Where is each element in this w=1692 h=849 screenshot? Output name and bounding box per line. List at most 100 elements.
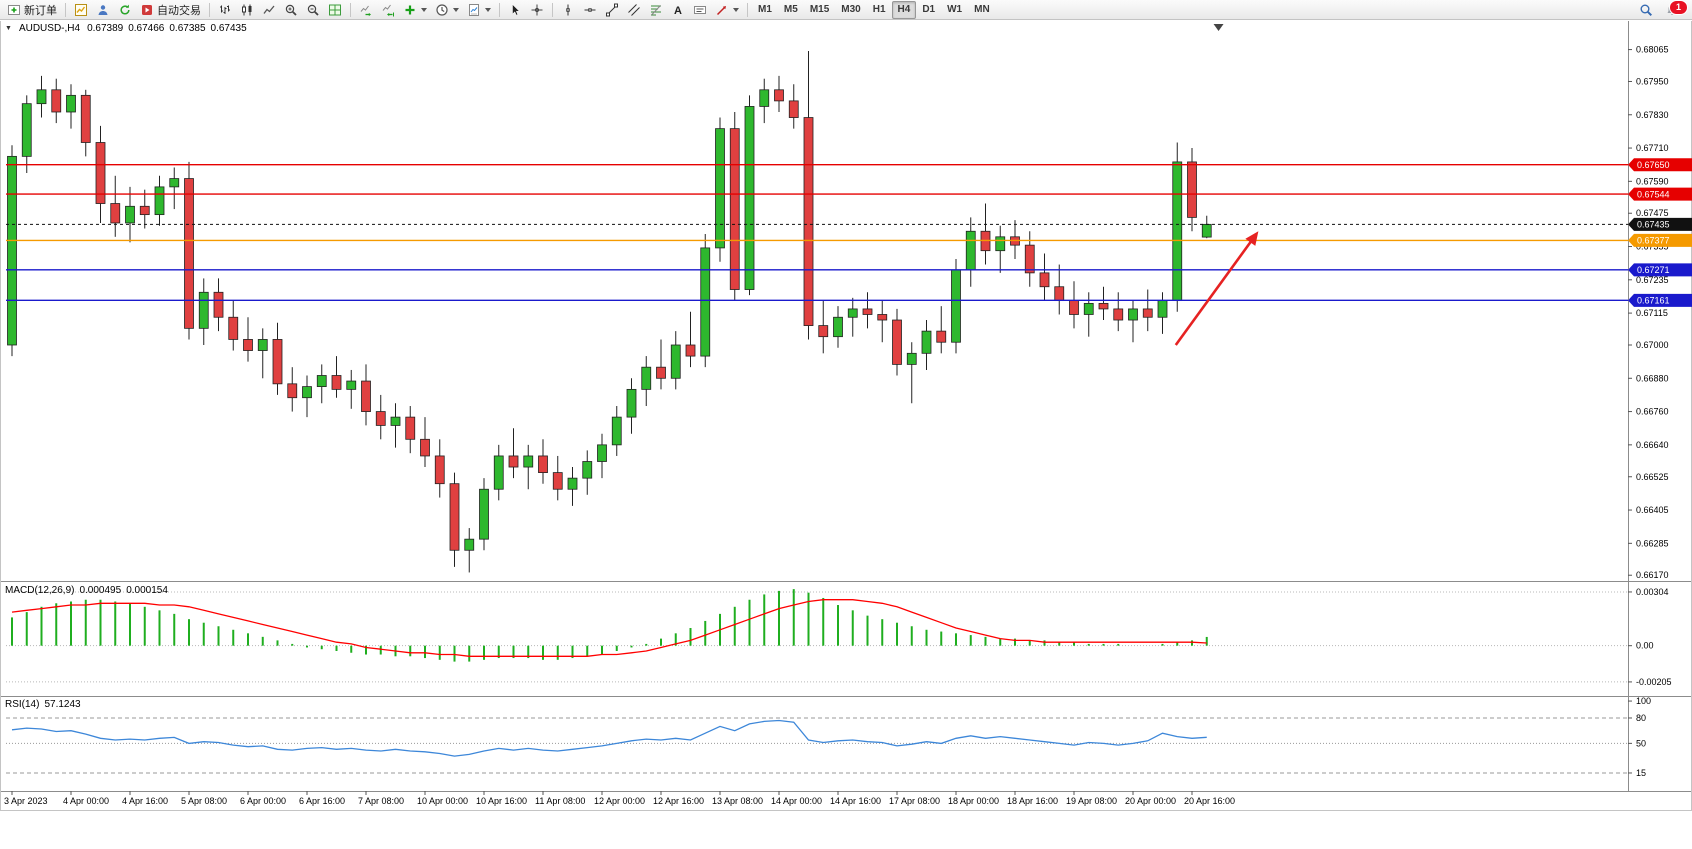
rsi-name: RSI(14) bbox=[5, 699, 40, 710]
svg-text:19 Apr 08:00: 19 Apr 08:00 bbox=[1066, 796, 1117, 806]
indicators-button[interactable] bbox=[399, 1, 431, 19]
horizontal-line-icon bbox=[584, 7, 596, 12]
ohlc-low: 0.67385 bbox=[169, 23, 206, 34]
price-tag: 0.67271 bbox=[1628, 263, 1692, 277]
rsi-label: RSI(14) 57.1243 bbox=[5, 699, 81, 711]
chevron-down-icon bbox=[733, 7, 739, 12]
macd-value-main: 0.000495 bbox=[79, 585, 122, 596]
refresh-button[interactable] bbox=[114, 1, 136, 19]
svg-text:18 Apr 16:00: 18 Apr 16:00 bbox=[1007, 796, 1058, 806]
toolbar-separator bbox=[350, 2, 351, 17]
timeframe-button-m30[interactable]: M30 bbox=[835, 1, 866, 19]
timeframe-button-m1[interactable]: M1 bbox=[752, 1, 778, 19]
vertical-line-button[interactable] bbox=[557, 1, 579, 19]
tile-windows-button[interactable] bbox=[324, 1, 346, 19]
toolbar: 新订单 自动交易 bbox=[0, 0, 1692, 20]
line-chart-icon bbox=[263, 5, 275, 14]
add-indicator-icon bbox=[405, 5, 415, 14]
timeframe-button-h1[interactable]: H1 bbox=[867, 1, 892, 19]
crosshair-button[interactable] bbox=[526, 1, 548, 19]
auto-trading-label: 自动交易 bbox=[157, 4, 201, 17]
macd-label: MACD(12,26,9) 0.000495 0.000154 bbox=[5, 585, 168, 597]
timeframe-group: M1 M5 M15 M30 H1 H4 D1 W1 MN bbox=[752, 0, 996, 19]
arrow-tool-icon bbox=[716, 5, 726, 15]
chart-shift-icon bbox=[382, 4, 394, 16]
vertical-line-icon bbox=[566, 4, 570, 15]
chevron-down-icon bbox=[485, 7, 491, 12]
svg-text:0.67830: 0.67830 bbox=[1636, 110, 1669, 120]
svg-text:3 Apr 2023: 3 Apr 2023 bbox=[4, 796, 48, 806]
search-button[interactable] bbox=[1635, 1, 1657, 19]
chart-shift-button[interactable] bbox=[377, 1, 399, 19]
shapes-button[interactable] bbox=[711, 1, 743, 19]
svg-text:0.00304: 0.00304 bbox=[1636, 587, 1669, 597]
svg-text:20 Apr 00:00: 20 Apr 00:00 bbox=[1125, 796, 1176, 806]
trendline-icon bbox=[606, 3, 618, 16]
timeframe-button-m15[interactable]: M15 bbox=[804, 1, 835, 19]
panel-frame bbox=[0, 21, 1692, 811]
profiles-icon bbox=[98, 4, 108, 15]
candlestick-icon bbox=[242, 4, 252, 15]
svg-text:7 Apr 08:00: 7 Apr 08:00 bbox=[358, 796, 404, 806]
svg-text:0.00: 0.00 bbox=[1636, 641, 1654, 651]
svg-text:6 Apr 16:00: 6 Apr 16:00 bbox=[299, 796, 345, 806]
price-axis[interactable]: 0.68065 0.67950 0.67830 0.67710 0.67590 0.674… bbox=[1628, 45, 1669, 581]
svg-text:100: 100 bbox=[1636, 696, 1651, 706]
bar-chart-icon bbox=[220, 5, 230, 14]
templates-button[interactable] bbox=[463, 1, 495, 19]
periods-button[interactable] bbox=[431, 1, 463, 19]
notifications-button[interactable]: 1 bbox=[1661, 0, 1688, 19]
svg-text:0.67650: 0.67650 bbox=[1637, 160, 1670, 170]
svg-text:0.68065: 0.68065 bbox=[1636, 45, 1669, 55]
line-chart-button[interactable] bbox=[258, 1, 280, 19]
fibonacci-icon bbox=[651, 4, 661, 15]
text-button[interactable]: A bbox=[667, 1, 689, 19]
channel-button[interactable] bbox=[623, 1, 645, 19]
trend-arrow[interactable] bbox=[1174, 231, 1259, 346]
search-icon bbox=[1640, 4, 1653, 16]
timeframe-button-d1[interactable]: D1 bbox=[916, 1, 941, 19]
svg-text:0.67377: 0.67377 bbox=[1637, 236, 1670, 246]
macd-value-signal: 0.000154 bbox=[126, 585, 168, 596]
ohlc-high: 0.67466 bbox=[128, 23, 165, 34]
toolbar-separator bbox=[552, 2, 553, 17]
horizontal-line-button[interactable] bbox=[579, 1, 601, 19]
price-tag: 0.67161 bbox=[1628, 293, 1692, 307]
label-button[interactable] bbox=[689, 1, 711, 19]
collapse-arrow-icon[interactable]: ▼ bbox=[5, 25, 12, 32]
hlines-layer[interactable]: 0.67650 0.67544 0.67435 0.67377 0.67271 0.671… bbox=[6, 158, 1692, 307]
auto-trading-button[interactable]: 自动交易 bbox=[136, 1, 205, 19]
zoom-out-button[interactable] bbox=[302, 1, 324, 19]
new-chart-icon bbox=[75, 3, 87, 16]
auto-scroll-button[interactable] bbox=[355, 1, 377, 19]
time-axis[interactable]: 3 Apr 2023 4 Apr 00:00 4 Apr 16:00 5 Apr 08… bbox=[4, 791, 1235, 806]
timeframe-button-mn[interactable]: MN bbox=[968, 1, 996, 19]
timeframe-button-h4[interactable]: H4 bbox=[891, 0, 917, 19]
bar-chart-button[interactable] bbox=[214, 1, 236, 19]
toolbar-separator bbox=[747, 2, 748, 17]
chevron-down-icon bbox=[453, 7, 459, 12]
shift-marker-icon[interactable] bbox=[1213, 24, 1224, 31]
svg-text:0.67475: 0.67475 bbox=[1636, 208, 1669, 218]
rsi-value: 57.1243 bbox=[44, 699, 81, 710]
svg-text:80: 80 bbox=[1636, 713, 1646, 723]
svg-text:17 Apr 08:00: 17 Apr 08:00 bbox=[889, 796, 940, 806]
fibonacci-button[interactable] bbox=[645, 1, 667, 19]
new-chart-button[interactable] bbox=[70, 1, 92, 19]
price-tag: 0.67377 bbox=[1628, 233, 1692, 247]
timeframe-button-w1[interactable]: W1 bbox=[941, 1, 968, 19]
zoom-in-button[interactable] bbox=[280, 1, 302, 19]
profiles-button[interactable] bbox=[92, 1, 114, 19]
trendline-button[interactable] bbox=[601, 1, 623, 19]
cursor-button[interactable] bbox=[504, 1, 526, 19]
candlestick-chart-button[interactable] bbox=[236, 1, 258, 19]
svg-text:A: A bbox=[674, 5, 682, 17]
symbol-label: AUDUSD-,H4 bbox=[18, 23, 81, 34]
svg-text:20 Apr 16:00: 20 Apr 16:00 bbox=[1184, 796, 1235, 806]
svg-text:0.66525: 0.66525 bbox=[1636, 472, 1669, 482]
svg-text:5 Apr 08:00: 5 Apr 08:00 bbox=[181, 796, 227, 806]
timeframe-button-m5[interactable]: M5 bbox=[778, 1, 804, 19]
auto-scroll-icon bbox=[360, 5, 371, 16]
new-order-button[interactable]: 新订单 bbox=[3, 1, 61, 19]
